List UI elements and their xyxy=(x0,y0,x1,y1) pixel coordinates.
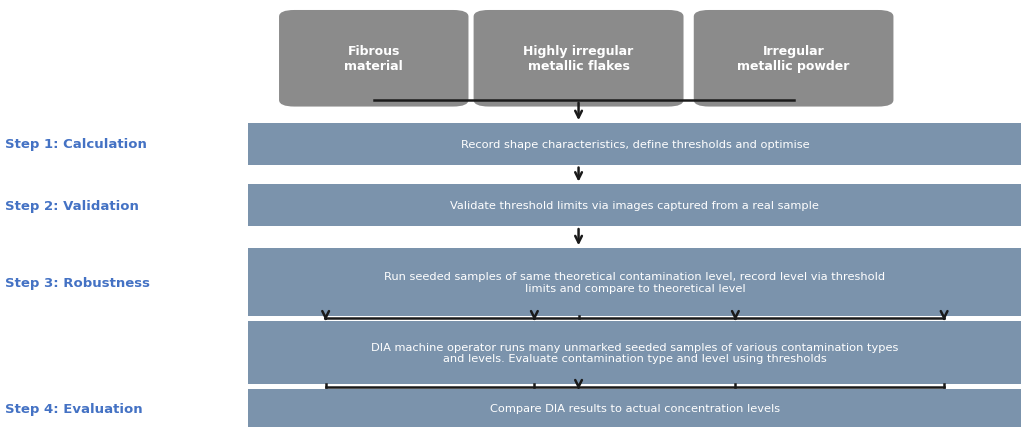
FancyBboxPatch shape xyxy=(279,11,468,107)
Text: Step 2: Validation: Step 2: Validation xyxy=(5,199,139,212)
Text: Run seeded samples of same theoretical contamination level, record level via thr: Run seeded samples of same theoretical c… xyxy=(384,272,886,293)
FancyBboxPatch shape xyxy=(694,11,893,107)
Text: Step 3: Robustness: Step 3: Robustness xyxy=(5,276,151,289)
Text: Record shape characteristics, define thresholds and optimise: Record shape characteristics, define thr… xyxy=(461,140,809,149)
Text: DIA machine operator runs many unmarked seeded samples of various contamination : DIA machine operator runs many unmarked … xyxy=(371,342,899,364)
Text: Fibrous
material: Fibrous material xyxy=(344,45,403,73)
FancyBboxPatch shape xyxy=(473,11,683,107)
Text: Step 4: Evaluation: Step 4: Evaluation xyxy=(5,402,142,415)
Text: Highly irregular
metallic flakes: Highly irregular metallic flakes xyxy=(523,45,634,73)
FancyBboxPatch shape xyxy=(248,124,1022,165)
FancyBboxPatch shape xyxy=(248,390,1022,427)
Text: Validate threshold limits via images captured from a real sample: Validate threshold limits via images cap… xyxy=(451,201,819,211)
Text: Irregular
metallic powder: Irregular metallic powder xyxy=(737,45,850,73)
FancyBboxPatch shape xyxy=(248,185,1022,227)
Text: Step 1: Calculation: Step 1: Calculation xyxy=(5,138,147,151)
FancyBboxPatch shape xyxy=(248,249,1022,316)
Text: Compare DIA results to actual concentration levels: Compare DIA results to actual concentrat… xyxy=(489,403,780,413)
FancyBboxPatch shape xyxy=(248,321,1022,385)
